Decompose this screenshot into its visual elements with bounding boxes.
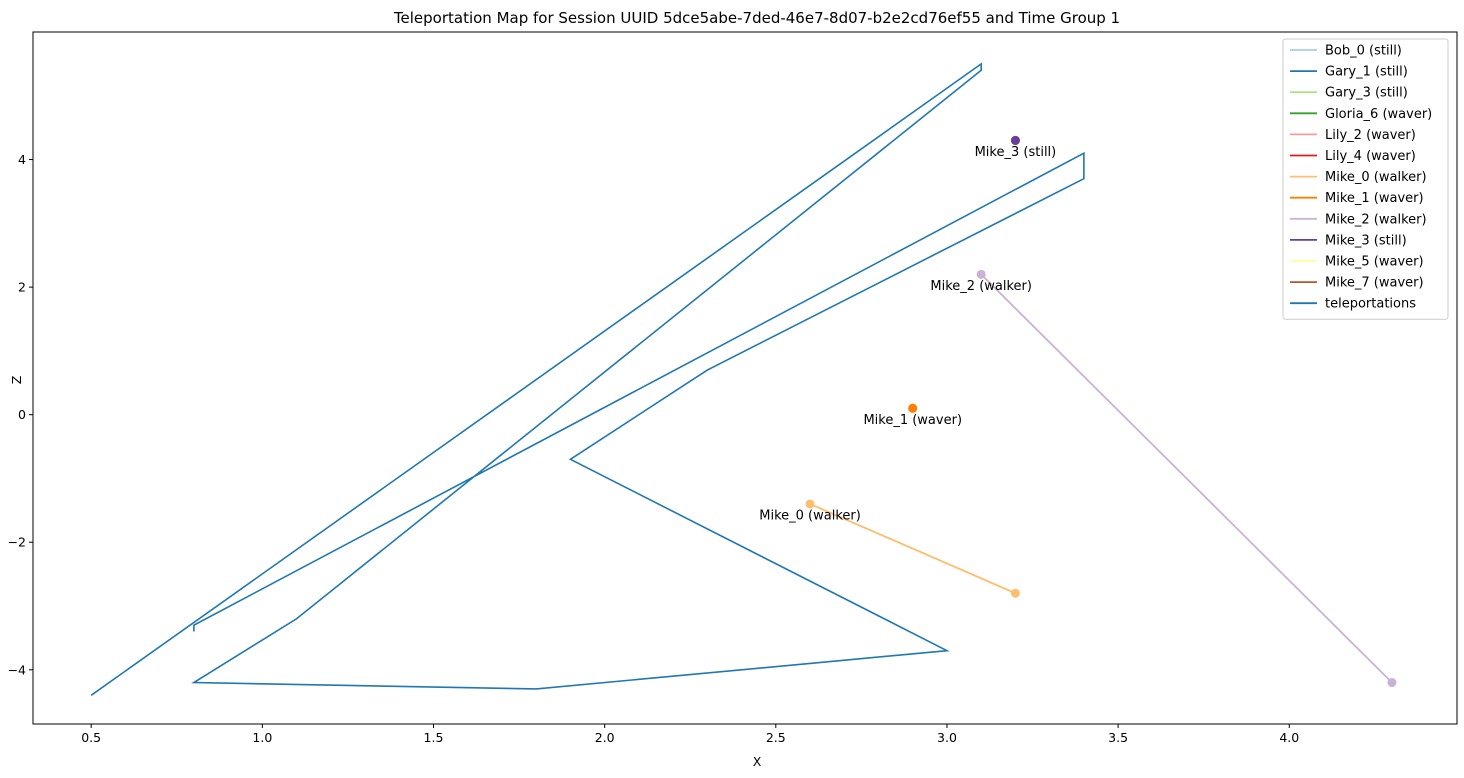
legend-label: Gary_1 (still) bbox=[1325, 65, 1408, 80]
y-tick-label: 0 bbox=[18, 407, 26, 422]
point-annotation: Mike_2 (walker) bbox=[930, 279, 1032, 294]
plot-lines bbox=[91, 64, 1392, 695]
x-tick-label: 4.0 bbox=[1279, 730, 1299, 745]
point-annotation: Mike_0 (walker) bbox=[759, 508, 861, 523]
legend-label: Mike_5 (waver) bbox=[1325, 255, 1424, 270]
x-tick-label: 1.5 bbox=[424, 730, 444, 745]
legend-label: Gloria_6 (waver) bbox=[1325, 107, 1432, 122]
x-axis-label: X bbox=[753, 754, 762, 769]
data-point bbox=[1011, 589, 1020, 598]
legend-label: teleportations bbox=[1325, 297, 1416, 312]
data-point bbox=[1011, 136, 1020, 145]
x-tick-label: 0.5 bbox=[81, 730, 101, 745]
series-line-12 bbox=[91, 64, 1084, 695]
y-tick-label: −4 bbox=[8, 662, 26, 677]
legend-label: Mike_7 (waver) bbox=[1325, 276, 1424, 291]
point-annotation: Mike_1 (waver) bbox=[863, 413, 962, 428]
x-tick-label: 2.5 bbox=[766, 730, 786, 745]
legend-label: Lily_4 (waver) bbox=[1325, 149, 1416, 164]
legend-label: Mike_3 (still) bbox=[1325, 233, 1407, 248]
x-tick-label: 1.0 bbox=[252, 730, 272, 745]
data-point bbox=[806, 499, 815, 508]
point-annotation: Mike_3 (still) bbox=[975, 145, 1057, 160]
y-axis: −4 −2 0 2 4 bbox=[8, 152, 33, 677]
legend-label: Gary_3 (still) bbox=[1325, 86, 1408, 101]
y-tick-label: −2 bbox=[8, 535, 26, 550]
y-tick-label: 4 bbox=[18, 152, 26, 167]
x-tick-label: 3.0 bbox=[937, 730, 957, 745]
x-tick-label: 3.5 bbox=[1108, 730, 1128, 745]
legend-label: Mike_1 (waver) bbox=[1325, 191, 1424, 206]
data-point bbox=[977, 270, 986, 279]
chart-title: Teleportation Map for Session UUID 5dce5… bbox=[393, 9, 1120, 27]
legend-label: Lily_2 (waver) bbox=[1325, 128, 1416, 143]
legend-label: Mike_0 (walker) bbox=[1325, 170, 1427, 185]
series-line-8 bbox=[981, 274, 1392, 682]
plot-frame bbox=[33, 32, 1457, 724]
legend: Bob_0 (still) Gary_1 (still) Gary_3 (still… bbox=[1283, 39, 1448, 319]
y-tick-label: 2 bbox=[18, 280, 26, 295]
legend-label: Mike_2 (walker) bbox=[1325, 212, 1427, 227]
plot-annotations: Mike_0 (walker) Mike_1 (waver) Mike_2 (wal… bbox=[759, 145, 1056, 524]
data-point bbox=[908, 404, 917, 413]
data-point bbox=[1387, 678, 1396, 687]
x-axis: 0.5 1.0 1.5 2.0 2.5 3.0 3.5 4.0 bbox=[81, 724, 1299, 745]
x-tick-label: 2.0 bbox=[595, 730, 615, 745]
y-axis-label: Z bbox=[9, 376, 24, 385]
legend-label: Bob_0 (still) bbox=[1325, 44, 1402, 59]
